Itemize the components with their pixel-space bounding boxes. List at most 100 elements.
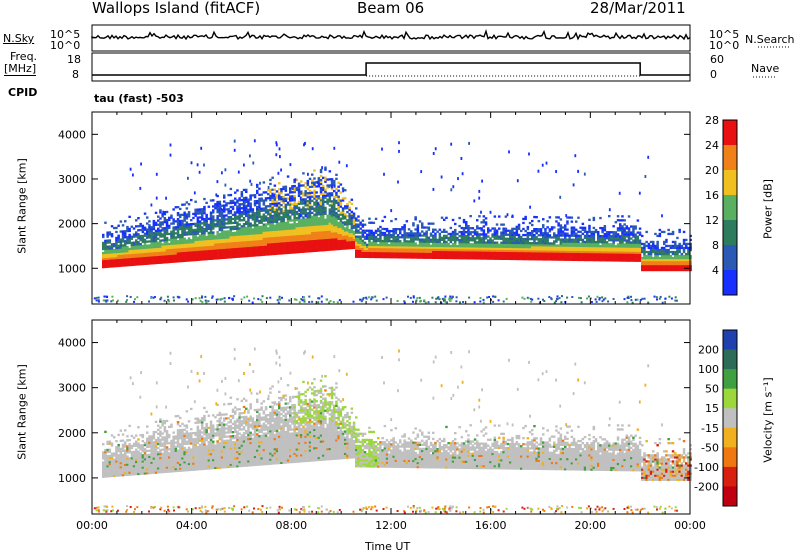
power-cell — [379, 231, 382, 235]
power-cell — [302, 242, 305, 245]
power-cell — [396, 242, 400, 245]
power-cell — [526, 248, 530, 251]
power-cell — [377, 245, 380, 249]
power-cell — [315, 235, 318, 238]
power-cell — [258, 193, 261, 196]
power-cell — [667, 268, 670, 272]
power-cell — [293, 180, 296, 184]
power-cell — [333, 236, 336, 239]
power-cell — [632, 235, 635, 238]
power-cell — [291, 235, 294, 238]
power-cell — [271, 250, 274, 254]
power-cell — [273, 246, 277, 249]
power-cell — [432, 246, 435, 249]
power-cell — [467, 257, 470, 260]
power-cell — [341, 199, 345, 202]
power-cell — [524, 252, 527, 255]
power-cell — [306, 206, 310, 209]
power-cell — [370, 255, 373, 259]
power-cell — [412, 240, 415, 243]
power-cell — [212, 227, 215, 230]
power-cell — [282, 213, 285, 217]
power-cell — [385, 241, 389, 245]
power-cell — [339, 213, 343, 216]
power-cell — [535, 246, 538, 249]
power-cell — [205, 225, 208, 229]
power-cell — [445, 248, 448, 252]
power-cell — [557, 258, 560, 261]
power-cell — [348, 200, 351, 204]
power-cell — [234, 231, 237, 234]
power-cell — [201, 240, 204, 243]
power-cell — [289, 191, 292, 194]
power-cell — [249, 240, 252, 243]
power-cell — [586, 254, 589, 258]
power-cell — [328, 216, 332, 219]
power-cell — [245, 226, 248, 230]
power-cell — [487, 249, 490, 252]
power-cell — [682, 230, 686, 234]
power-cell — [295, 237, 299, 240]
power-cell — [161, 229, 164, 232]
power-cell — [649, 258, 653, 262]
power-cell — [242, 249, 246, 252]
power-cell — [660, 256, 664, 260]
power-cell — [520, 245, 523, 249]
power-cell — [124, 230, 127, 233]
power-cell — [623, 251, 626, 254]
power-cell — [212, 251, 215, 254]
power-cell — [267, 233, 270, 236]
power-cell — [242, 219, 246, 222]
power-cell — [163, 239, 167, 242]
power-cell — [390, 236, 393, 239]
power-cell — [174, 226, 178, 229]
power-cell — [126, 250, 129, 253]
power-cell — [227, 236, 230, 239]
power-cell — [163, 235, 167, 238]
power-cell — [187, 227, 191, 230]
power-cell — [416, 226, 420, 229]
power-cell — [229, 238, 233, 241]
power-cell — [333, 216, 336, 219]
power-cell — [570, 252, 574, 255]
power-cell — [627, 231, 631, 234]
power-cell — [676, 236, 679, 240]
power-cell — [401, 226, 404, 229]
power-cell — [627, 215, 631, 218]
power-cell — [619, 245, 622, 248]
power-cell — [238, 199, 241, 202]
power-cell — [282, 236, 285, 239]
power-cell — [139, 237, 142, 240]
nave-label: Nave — [751, 62, 780, 75]
power-cell — [302, 210, 305, 213]
power-cell — [308, 232, 312, 235]
power-cell — [284, 229, 288, 233]
power-cell — [187, 247, 191, 250]
power-cell — [185, 231, 189, 234]
power-cell — [592, 234, 596, 238]
power-cell — [168, 250, 171, 254]
power-cell — [667, 256, 670, 260]
power-cell — [678, 260, 681, 264]
power-cell — [267, 211, 270, 214]
power-cell — [121, 258, 125, 261]
power-cell — [517, 257, 521, 261]
power-cell — [176, 226, 180, 229]
power-cell — [306, 192, 310, 195]
power-cell — [557, 252, 560, 255]
power-cell — [594, 257, 598, 260]
power-cell — [535, 250, 538, 253]
power-cell — [361, 253, 365, 256]
power-cell — [264, 227, 268, 230]
power-cell — [473, 251, 477, 254]
power-cell — [264, 197, 268, 200]
power-cell — [300, 198, 303, 201]
power-cell — [324, 230, 327, 234]
power-cell — [658, 256, 662, 260]
power-cell — [311, 221, 314, 225]
power-cell — [665, 250, 668, 254]
power-cell — [511, 239, 514, 242]
power-cell — [126, 260, 129, 263]
power-cell — [500, 253, 503, 256]
power-cell — [374, 229, 378, 232]
